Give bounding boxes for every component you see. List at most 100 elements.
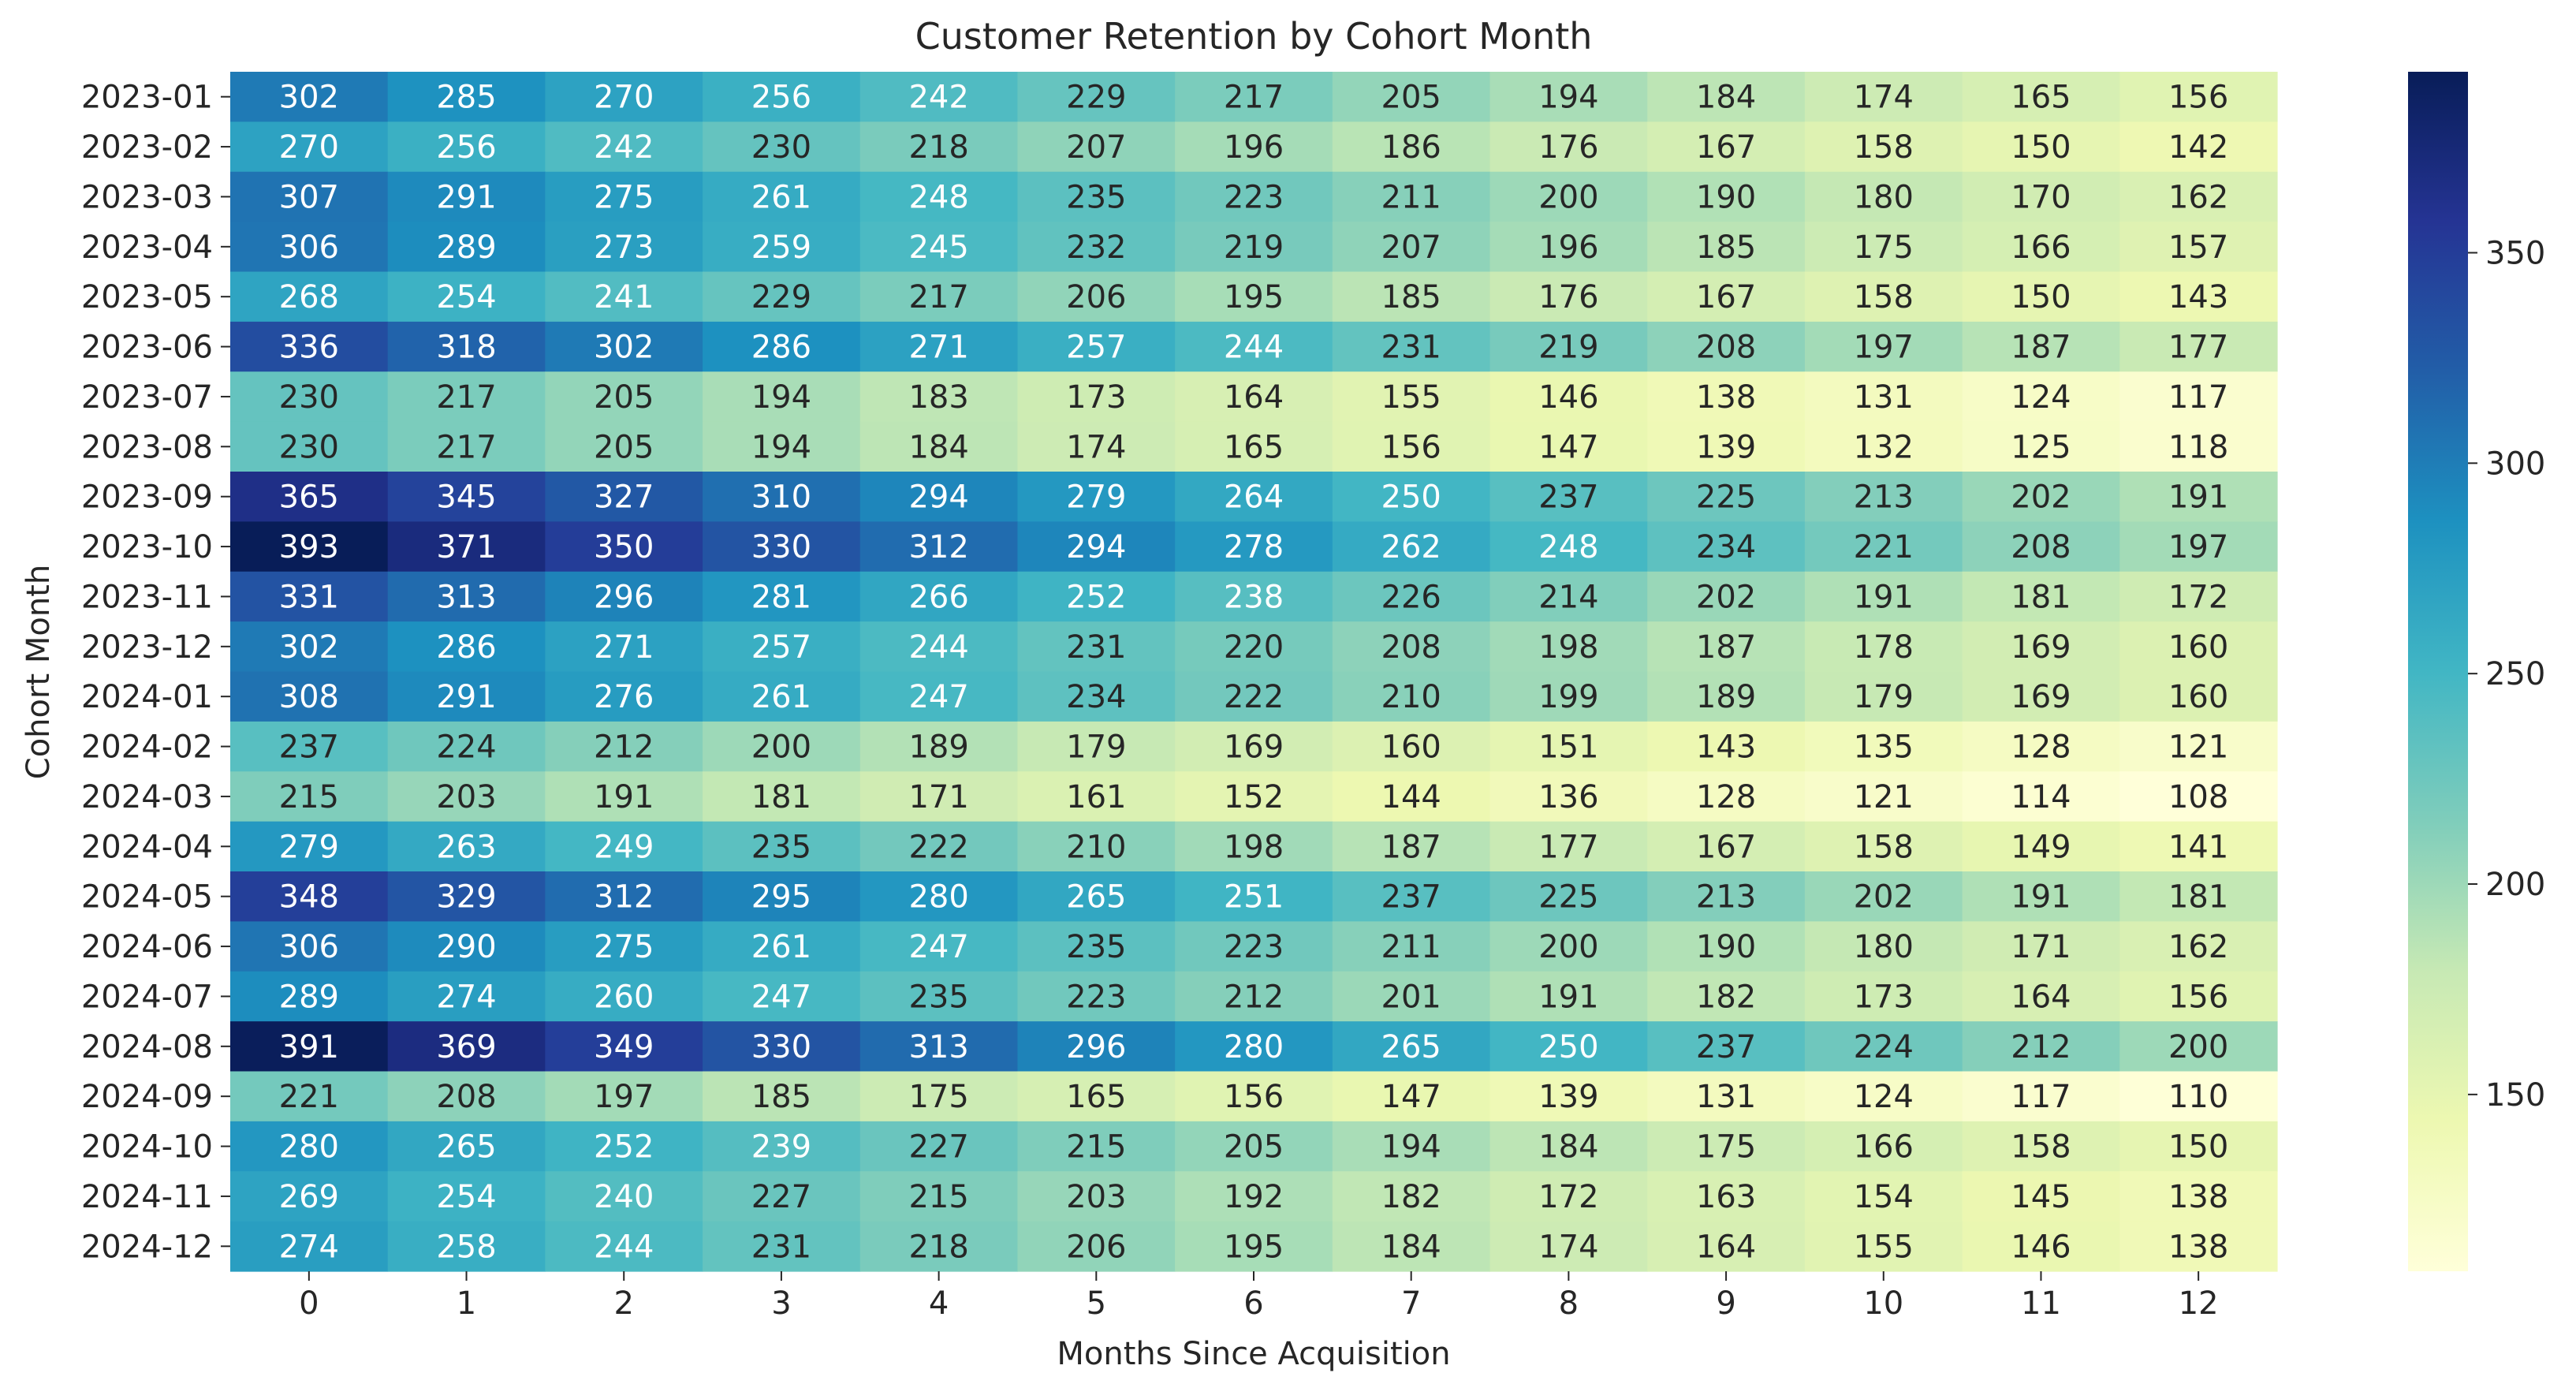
cell-value-label: 181 — [2011, 579, 2071, 615]
heatmap-cell — [545, 521, 703, 573]
heatmap-cell — [1332, 72, 1491, 122]
y-axis-label: Cohort Month — [21, 565, 57, 779]
cell-value-label: 252 — [594, 1129, 654, 1166]
cell-value-label: 230 — [279, 379, 339, 416]
heatmap-cell — [703, 521, 861, 573]
cell-value-label: 211 — [1381, 179, 1441, 215]
heatmap-cell — [703, 472, 861, 522]
cell-value-label: 177 — [2168, 330, 2228, 366]
cell-value-label: 269 — [279, 1179, 339, 1215]
heatmap-cell — [387, 621, 546, 673]
cell-value-label: 136 — [1538, 779, 1598, 815]
heatmap-cell — [1804, 1171, 1963, 1222]
heatmap-cell — [703, 421, 861, 472]
heatmap-cell — [1332, 222, 1491, 273]
cell-value-label: 261 — [751, 179, 811, 215]
heatmap-cell — [387, 472, 546, 522]
heatmap-cell — [859, 671, 1019, 722]
heatmap-cell — [1175, 1221, 1333, 1272]
cell-value-label: 205 — [594, 379, 654, 416]
heatmap-cell — [1332, 521, 1491, 573]
x-axis-ticks: 0 1 2 3 4 5 6 7 8 9 10 11 12 — [299, 1271, 2219, 1322]
heatmap-cell — [1647, 871, 1806, 922]
heatmap-cell — [1489, 1021, 1648, 1073]
cell-value-label: 171 — [908, 779, 968, 815]
cell-value-label: 181 — [2168, 879, 2228, 916]
cell-value-label: 227 — [908, 1129, 968, 1166]
cell-value-label: 263 — [436, 829, 496, 865]
heatmap-cell — [230, 521, 389, 573]
heatmap-cell — [1489, 321, 1648, 372]
cell-value-label: 313 — [436, 579, 496, 615]
cell-value-label: 254 — [436, 1179, 496, 1215]
cell-value-label: 167 — [1696, 829, 1756, 865]
y-tick-label: 2023-02 — [81, 129, 213, 166]
cell-value-label: 205 — [594, 429, 654, 465]
heatmap-cell — [1175, 1121, 1333, 1172]
heatmap-cell — [703, 621, 861, 673]
heatmap-cell — [1962, 671, 2120, 722]
heatmap-cell — [230, 1171, 389, 1222]
heatmap-cell — [1017, 72, 1176, 122]
cell-value-label: 234 — [1696, 529, 1756, 565]
heatmap-cell — [1175, 621, 1333, 673]
heatmap-cell — [1647, 72, 1806, 122]
heatmap-cell — [1489, 171, 1648, 222]
cell-value-label: 261 — [751, 929, 811, 965]
heatmap-cell — [859, 371, 1019, 423]
cell-value-label: 256 — [751, 80, 811, 116]
cell-value-label: 231 — [1066, 629, 1126, 666]
x-tick-label: 7 — [1401, 1285, 1421, 1322]
cell-value-label: 273 — [594, 229, 654, 266]
heatmap-cell — [703, 971, 861, 1022]
heatmap-cell — [1962, 771, 2120, 823]
cell-value-label: 138 — [2168, 1229, 2228, 1265]
heatmap-cell — [1962, 121, 2120, 173]
cell-value-label: 217 — [436, 429, 496, 465]
cell-value-label: 249 — [594, 829, 654, 865]
cell-value-label: 215 — [1066, 1129, 1126, 1166]
heatmap-cell — [1647, 1071, 1806, 1122]
heatmap-cell — [2119, 721, 2278, 772]
x-axis-label: Months Since Acquisition — [1057, 1336, 1450, 1372]
heatmap-cell — [1017, 472, 1176, 522]
heatmap-cell — [230, 621, 389, 673]
cell-value-label: 265 — [436, 1129, 496, 1166]
cell-value-label: 207 — [1066, 129, 1126, 166]
cell-value-label: 242 — [594, 129, 654, 166]
cell-value-label: 250 — [1538, 1029, 1598, 1065]
cell-value-label: 251 — [1224, 879, 1284, 916]
cell-value-label: 161 — [1066, 779, 1126, 815]
heatmap-cell — [387, 971, 546, 1022]
heatmap-cell — [1804, 1021, 1963, 1073]
heatmap-cell — [1962, 621, 2120, 673]
cell-value-label: 192 — [1224, 1179, 1284, 1215]
heatmap-cell — [859, 171, 1019, 222]
colorbar-tick-label: 350 — [2485, 235, 2545, 271]
heatmap-cell — [545, 721, 703, 772]
cell-value-label: 184 — [1538, 1129, 1598, 1166]
y-tick-label: 2023-08 — [81, 429, 213, 465]
cell-value-label: 108 — [2168, 779, 2228, 815]
x-tick-label: 11 — [2021, 1285, 2061, 1322]
heatmap-cell — [859, 721, 1019, 772]
heatmap-cell — [1647, 121, 1806, 173]
cell-value-label: 118 — [2168, 429, 2228, 465]
cell-value-label: 166 — [2011, 229, 2071, 266]
cell-value-label: 128 — [1696, 779, 1756, 815]
heatmap-cell — [1489, 871, 1648, 922]
cell-value-label: 155 — [1854, 1229, 1914, 1265]
heatmap-cell — [230, 1071, 389, 1122]
heatmap-cell — [2119, 72, 2278, 122]
heatmap-cell — [1647, 621, 1806, 673]
heatmap-cell — [1017, 1171, 1176, 1222]
heatmap-cell — [545, 871, 703, 922]
y-tick-label: 2024-09 — [81, 1079, 213, 1115]
heatmap-cell — [859, 1071, 1019, 1122]
cell-value-label: 187 — [1381, 829, 1441, 865]
heatmap-cell — [545, 472, 703, 522]
heatmap-cell — [1017, 121, 1176, 173]
cell-value-label: 125 — [2011, 429, 2071, 465]
heatmap-cell — [545, 222, 703, 273]
